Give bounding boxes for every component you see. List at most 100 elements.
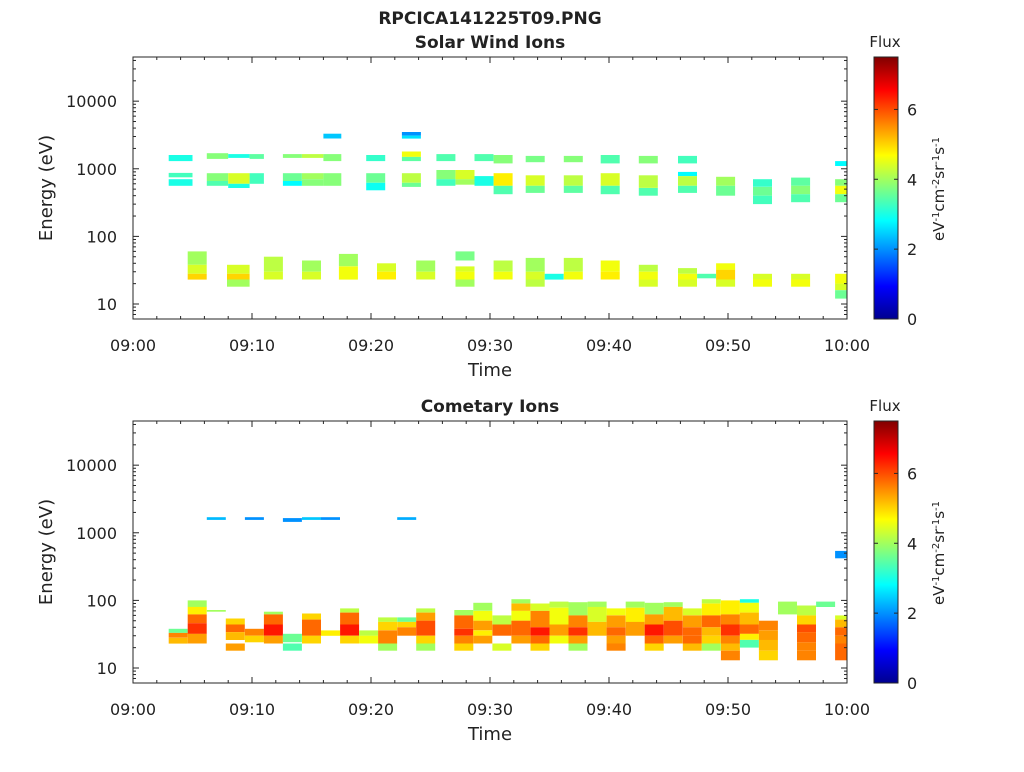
flux-cell	[282, 633, 302, 643]
flux-cell	[739, 599, 759, 603]
flux-cell	[739, 633, 759, 640]
flux-cell	[835, 179, 847, 186]
flux-cell	[377, 263, 396, 272]
flux-cell	[530, 635, 550, 644]
flux-cell	[228, 183, 250, 188]
flux-cell	[697, 273, 717, 279]
colorbar-tick-label: 4	[907, 534, 917, 553]
colorbar-border	[873, 420, 899, 684]
flux-cell	[227, 273, 250, 280]
flux-cell	[359, 635, 379, 644]
flux-cell	[511, 610, 531, 621]
flux-cell	[663, 635, 683, 644]
flux-cell	[600, 271, 620, 280]
x-tick-labels: 09:00 09:10 09:20 09:30 09:40 09:50 10:00	[110, 336, 870, 355]
flux-cell	[493, 173, 513, 186]
colorbar: 0 2 4 6	[873, 420, 917, 693]
flux-cell	[378, 621, 398, 631]
y-tick-label: 10000	[66, 456, 117, 475]
flux-cell	[263, 614, 283, 625]
flux-cell	[416, 635, 436, 644]
flux-cell	[263, 635, 283, 644]
flux-cell	[678, 279, 697, 287]
flux-cell	[600, 185, 620, 195]
flux-cell	[678, 176, 697, 186]
figure-title: RPCICA141225T09.PNG	[378, 9, 601, 29]
flux-cell	[302, 613, 321, 620]
flux-cell	[530, 627, 550, 636]
flux-cell	[378, 617, 398, 622]
colorbar-tick-label: 2	[907, 604, 917, 623]
flux-cell	[638, 175, 658, 188]
flux-cell	[473, 630, 493, 636]
panel-cometary: Cometary Ions 09:00 09:10 09:20 09:30 09:40 0…	[36, 397, 948, 745]
flux-cell	[600, 173, 620, 186]
flux-cell	[600, 155, 620, 164]
flux-cell	[753, 179, 772, 187]
flux-cell	[263, 611, 283, 615]
flux-cell	[525, 175, 545, 186]
flux-cell	[638, 271, 658, 280]
flux-cell	[587, 601, 607, 607]
flux-cell	[302, 635, 321, 644]
flux-cell	[338, 266, 358, 280]
flux-cell	[397, 517, 417, 520]
flux-cell	[563, 175, 583, 186]
flux-cell	[739, 639, 759, 648]
flux-cell	[525, 155, 545, 163]
flux-cell	[678, 273, 697, 280]
flux-cell	[644, 602, 664, 615]
flux-cell	[378, 643, 398, 651]
flux-cell	[530, 603, 550, 611]
flux-cell	[263, 256, 283, 272]
flux-cell	[563, 185, 583, 193]
flux-cell	[701, 599, 721, 604]
flux-cell	[397, 617, 417, 622]
flux-cell	[638, 155, 658, 164]
y-axis-label: Energy (eV)	[36, 135, 57, 241]
flux-cell	[227, 264, 250, 274]
flux-cell	[720, 614, 740, 625]
colorbar-tick-label: 6	[907, 464, 917, 483]
y-tick-label: 10	[97, 295, 117, 314]
flux-cell	[323, 133, 342, 139]
y-tick-labels: 10 100 1000 10000	[66, 92, 117, 314]
colorbar: 0 2 4 6	[873, 56, 917, 329]
flux-cell	[321, 517, 340, 520]
flux-cell	[323, 173, 342, 186]
flux-cell	[168, 637, 188, 644]
flux-cell	[225, 618, 245, 625]
flux-cell	[563, 257, 583, 272]
flux-cell	[663, 602, 683, 607]
flux-cell	[493, 185, 513, 195]
flux-cell	[366, 173, 386, 183]
flux-cell	[797, 650, 816, 661]
flux-cell	[206, 610, 226, 612]
flux-cell	[625, 601, 645, 608]
colorbar-tick-label: 2	[907, 240, 917, 259]
flux-cell	[416, 260, 436, 272]
x-tick-label: 09:00	[110, 336, 156, 355]
flux-cell	[525, 257, 545, 272]
flux-cell	[206, 173, 229, 181]
flux-cell	[544, 273, 564, 280]
x-tick-label: 09:30	[467, 700, 513, 719]
flux-cell	[401, 151, 421, 157]
flux-cell	[416, 620, 436, 636]
colorbar-label: Flux	[869, 33, 900, 51]
flux-cell	[378, 630, 398, 644]
flux-cell	[797, 632, 816, 643]
flux-cell	[835, 185, 847, 195]
plot-frame	[132, 56, 848, 320]
flux-cell	[835, 635, 847, 644]
flux-cell	[682, 643, 702, 651]
flux-cell	[816, 601, 836, 607]
flux-cell	[473, 602, 493, 611]
flux-cell	[225, 624, 245, 633]
flux-cell	[778, 601, 797, 607]
y-axis-label: Energy (eV)	[36, 499, 57, 605]
flux-cell	[323, 154, 342, 162]
y-tick-label: 100	[86, 227, 117, 246]
flux-cell	[302, 517, 321, 520]
